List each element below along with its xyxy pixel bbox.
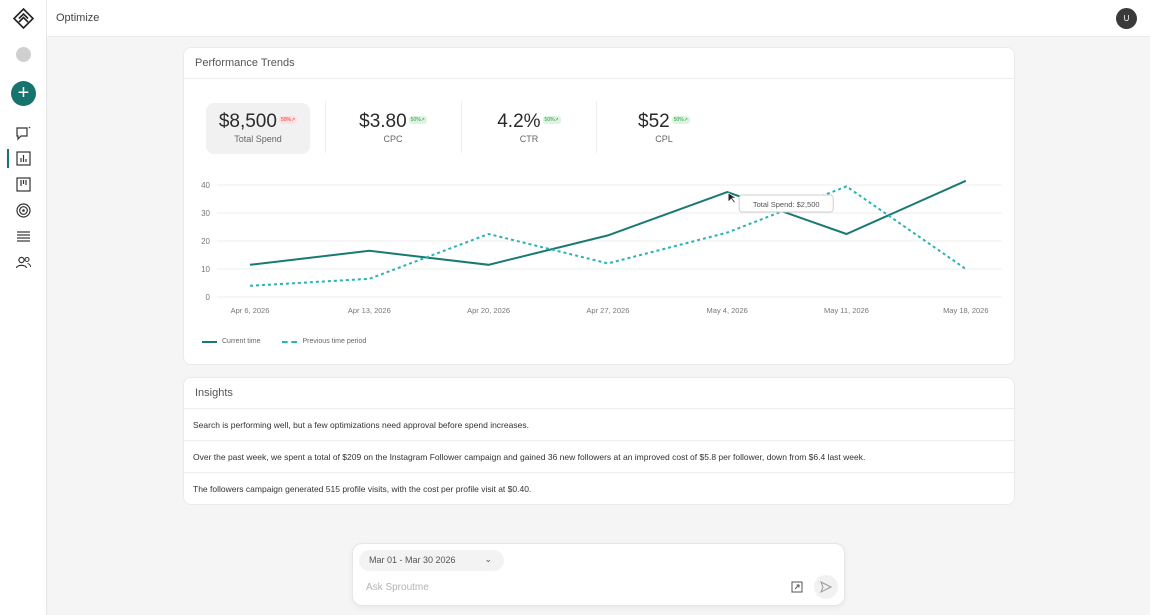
previous-period-line xyxy=(249,185,967,287)
page-title: Optimize xyxy=(56,12,100,24)
kpi-change-badge: 50%↗ xyxy=(671,116,690,124)
kpi-value: $8,500 xyxy=(218,111,277,132)
kpi-label: CPL xyxy=(655,134,673,144)
kpi-change-badge: 50%↗ xyxy=(408,116,427,124)
kpi-value: $52 xyxy=(638,111,670,132)
x-tick-label: Apr 20, 2026 xyxy=(467,306,510,315)
sidebar: + xyxy=(0,0,47,615)
kpi-ctr[interactable]: 4.2% 50%↗ CTR xyxy=(477,103,581,154)
kpi-value: $3.80 xyxy=(359,111,407,132)
x-tick-label: Apr 13, 2026 xyxy=(348,306,391,315)
current-period-line xyxy=(249,179,967,266)
target-icon[interactable] xyxy=(15,202,32,219)
status-dot[interactable] xyxy=(16,47,31,62)
chart-legend: Current time Previous time period xyxy=(202,338,366,345)
legend-current-swatch xyxy=(202,340,217,343)
logo-icon[interactable] xyxy=(13,8,34,29)
send-button[interactable] xyxy=(814,575,838,599)
kpi-change-badge: 50%↗ xyxy=(542,116,561,124)
y-tick-label: 0 xyxy=(206,293,211,302)
insight-item: Over the past week, we spent a total of … xyxy=(184,441,1014,473)
date-range-value: Mar 01 - Mar 30 2026 xyxy=(369,555,456,565)
board-icon[interactable] xyxy=(15,176,32,193)
top-bar: Optimize U xyxy=(47,0,1150,37)
x-tick-label: May 4, 2026 xyxy=(707,306,748,315)
x-tick-label: May 11, 2026 xyxy=(824,306,869,315)
kpi-total-spend[interactable]: $8,500 50%↗ Total Spend xyxy=(206,103,310,154)
kpi-divider xyxy=(325,101,326,153)
ask-input[interactable] xyxy=(366,582,746,593)
kpi-divider xyxy=(461,101,462,153)
kpi-value: 4.2% xyxy=(497,111,541,132)
kpi-label: CPC xyxy=(383,134,403,144)
kpi-cpl[interactable]: $52 50%↗ CPL xyxy=(612,103,716,154)
y-tick-label: 30 xyxy=(201,209,210,218)
x-tick-label: Apr 6, 2026 xyxy=(231,306,270,315)
kpi-label: Total Spend xyxy=(234,134,282,144)
x-tick-label: May 18, 2026 xyxy=(943,306,988,315)
legend-previous-label: Previous time period xyxy=(302,338,367,345)
legend-current-label: Current time xyxy=(222,338,261,345)
active-indicator xyxy=(7,149,9,168)
chart-tooltip xyxy=(738,194,834,213)
performance-title: Performance Trends xyxy=(184,48,1014,79)
chart-tooltip-text: Total Spend: $2,500 xyxy=(753,200,820,209)
kpi-cpc[interactable]: $3.80 50%↗ CPC xyxy=(341,103,445,154)
users-icon[interactable] xyxy=(15,254,32,271)
add-button[interactable]: + xyxy=(11,81,36,106)
x-tick-label: Apr 27, 2026 xyxy=(586,306,629,315)
avatar[interactable]: U xyxy=(1116,8,1137,29)
chevron-down-icon: ⌄ xyxy=(484,554,492,564)
date-range-select[interactable]: Mar 01 - Mar 30 2026 ⌄ xyxy=(359,550,504,571)
mouse-cursor xyxy=(727,192,738,204)
chart-icon[interactable] xyxy=(15,150,32,167)
kpi-label: CTR xyxy=(519,134,539,144)
y-tick-label: 40 xyxy=(201,181,210,190)
chat-icon[interactable] xyxy=(15,125,32,142)
insight-item: The followers campaign generated 515 pro… xyxy=(193,484,532,494)
performance-line-chart[interactable]: 0 10 20 30 40 Apr 6, 2026 Apr 13, 2026 Apr 20, … xyxy=(184,173,1016,323)
y-tick-label: 10 xyxy=(201,265,210,274)
performance-trends-card: Performance Trends $8,500 50%↗ Total Spen… xyxy=(183,47,1015,365)
insight-item: Search is performing well, but a few opt… xyxy=(184,409,1014,441)
legend-previous-swatch xyxy=(282,340,298,343)
kpi-change-badge: 50%↗ xyxy=(278,116,298,124)
y-tick-label: 20 xyxy=(201,237,210,246)
ask-panel: Mar 01 - Mar 30 2026 ⌄ xyxy=(352,543,845,606)
kpi-divider xyxy=(596,101,597,153)
send-icon xyxy=(820,580,833,594)
list-icon[interactable] xyxy=(15,228,32,245)
expand-icon[interactable] xyxy=(791,581,803,593)
insights-title: Insights xyxy=(184,378,1014,409)
insights-card: Insights Search is performing well, but … xyxy=(183,377,1015,505)
